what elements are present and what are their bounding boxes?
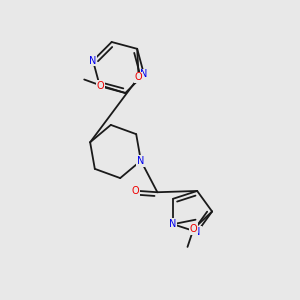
Text: O: O <box>135 72 142 82</box>
Text: O: O <box>97 80 104 91</box>
Text: O: O <box>132 186 140 196</box>
Text: N: N <box>140 69 148 79</box>
Text: N: N <box>194 227 201 237</box>
Text: N: N <box>89 56 97 66</box>
Text: N: N <box>169 219 177 229</box>
Text: N: N <box>137 156 145 166</box>
Text: O: O <box>190 224 197 234</box>
